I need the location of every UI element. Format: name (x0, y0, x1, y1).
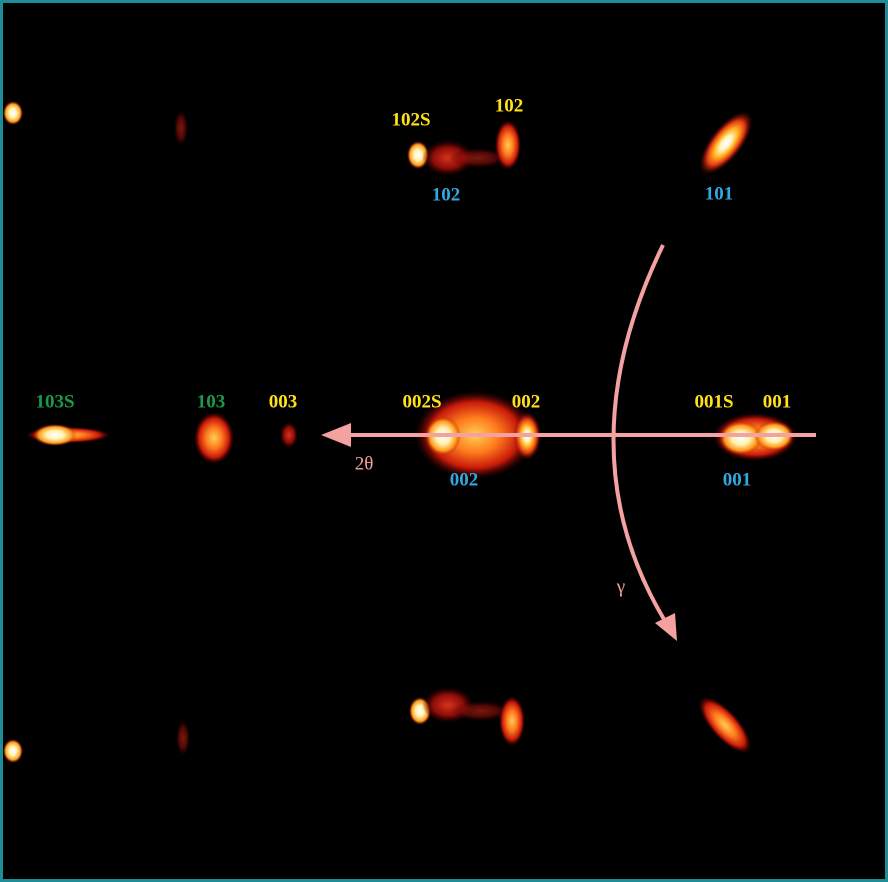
label-103S: 103S (35, 391, 74, 412)
two-theta-label: 2θ (355, 453, 374, 474)
streak-102-top (448, 148, 508, 168)
spot-001S (719, 421, 763, 455)
label-103: 103 (197, 391, 226, 412)
label-101-substrate: 101 (705, 183, 734, 204)
faint-spot-top (174, 110, 188, 146)
label-102-substrate: 102 (432, 184, 461, 205)
spot-101 (699, 111, 753, 175)
label-002-film: 002 (512, 391, 541, 412)
label-001-film: 001 (763, 391, 792, 412)
spot-003 (280, 422, 298, 448)
spot-102-film-bottom (499, 696, 525, 746)
faint-spot-bottom (176, 720, 190, 756)
label-002-substrate: 002 (450, 469, 479, 490)
label-102S: 102S (391, 109, 430, 130)
label-001-substrate: 001 (723, 469, 752, 490)
streak-102-bottom (451, 701, 511, 721)
diffraction-pattern: 102S 102 102 101 103S 103 003 002S 002 0… (3, 95, 816, 763)
two-theta-arrowhead (321, 423, 351, 447)
edge-spot-top (3, 101, 23, 125)
gamma-arc (611, 244, 667, 623)
spot-103 (194, 412, 234, 464)
edge-spot-bottom (3, 739, 23, 763)
gamma-arrowhead (655, 613, 677, 641)
label-102-film: 102 (495, 95, 524, 116)
spot-103S (33, 424, 77, 446)
label-002S: 002S (402, 391, 441, 412)
label-001S: 001S (694, 391, 733, 412)
gamma-label: γ (616, 576, 625, 597)
label-003: 003 (269, 391, 298, 412)
spot-102-film-top (495, 120, 521, 170)
spot-10-1-bottom (698, 696, 752, 754)
